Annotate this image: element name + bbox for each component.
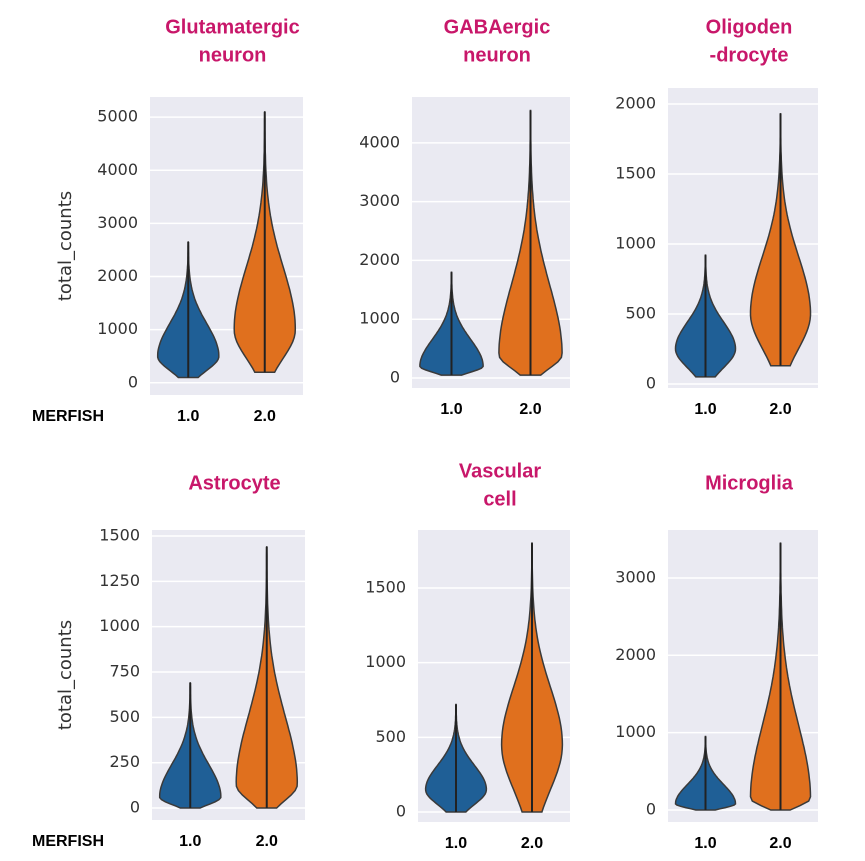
x-tick-label: 1.0	[445, 835, 467, 852]
y-tick-label: 0	[646, 800, 656, 819]
y-tick-label: 500	[375, 727, 406, 746]
panel-title: neuron	[199, 44, 267, 66]
y-tick-label: 2000	[359, 250, 400, 269]
x-tick-label: 2.0	[519, 401, 541, 418]
y-tick-label: 1000	[365, 652, 406, 671]
y-tick-label: 0	[130, 798, 140, 817]
y-tick-label: 750	[109, 662, 140, 681]
y-tick-label: 2000	[615, 93, 656, 112]
x-axis-label: MERFISH	[32, 408, 104, 425]
y-tick-label: 0	[390, 368, 400, 387]
y-tick-label: 3000	[359, 191, 400, 210]
y-tick-label: 1250	[99, 571, 140, 590]
y-tick-label: 500	[109, 707, 140, 726]
y-tick-label: 1000	[615, 722, 656, 741]
y-tick-label: 500	[625, 303, 656, 322]
y-tick-label: 1500	[365, 577, 406, 596]
y-tick-label: 3000	[97, 213, 138, 232]
panel-title: Oligoden	[706, 16, 793, 38]
panel-title: Glutamatergic	[165, 16, 299, 38]
x-tick-label: 1.0	[179, 833, 201, 850]
x-tick-label: 2.0	[256, 833, 278, 850]
x-tick-label: 1.0	[177, 408, 199, 425]
panel-title: neuron	[463, 44, 531, 66]
x-tick-label: 2.0	[521, 835, 543, 852]
y-tick-label: 1500	[615, 163, 656, 182]
y-axis-label: total_counts	[55, 620, 76, 730]
panel-title: cell	[483, 488, 516, 510]
panel-title: Vascular	[459, 460, 542, 482]
y-tick-label: 3000	[615, 567, 656, 586]
x-axis-label: MERFISH	[32, 833, 104, 850]
y-axis-label: total_counts	[55, 191, 76, 301]
x-tick-label: 2.0	[769, 401, 791, 418]
y-tick-label: 0	[128, 372, 138, 391]
y-tick-label: 1000	[615, 233, 656, 252]
y-tick-label: 2000	[615, 645, 656, 664]
x-tick-label: 1.0	[694, 401, 716, 418]
panel-title: Astrocyte	[188, 472, 280, 494]
panel-title: Microglia	[705, 472, 794, 494]
x-tick-label: 2.0	[254, 408, 276, 425]
panel-title: -drocyte	[710, 44, 789, 66]
y-tick-label: 250	[109, 752, 140, 771]
y-tick-label: 0	[396, 801, 406, 820]
y-tick-label: 4000	[97, 160, 138, 179]
panel-title: GABAergic	[444, 16, 551, 38]
y-tick-label: 4000	[359, 132, 400, 151]
y-tick-label: 0	[646, 373, 656, 392]
y-tick-label: 1000	[359, 309, 400, 328]
y-tick-label: 2000	[97, 266, 138, 285]
x-tick-label: 1.0	[694, 835, 716, 852]
y-tick-label: 1000	[99, 616, 140, 635]
x-tick-label: 2.0	[769, 835, 791, 852]
y-tick-label: 1500	[99, 525, 140, 544]
x-tick-label: 1.0	[440, 401, 462, 418]
y-tick-label: 1000	[97, 319, 138, 338]
y-tick-label: 5000	[97, 107, 138, 126]
